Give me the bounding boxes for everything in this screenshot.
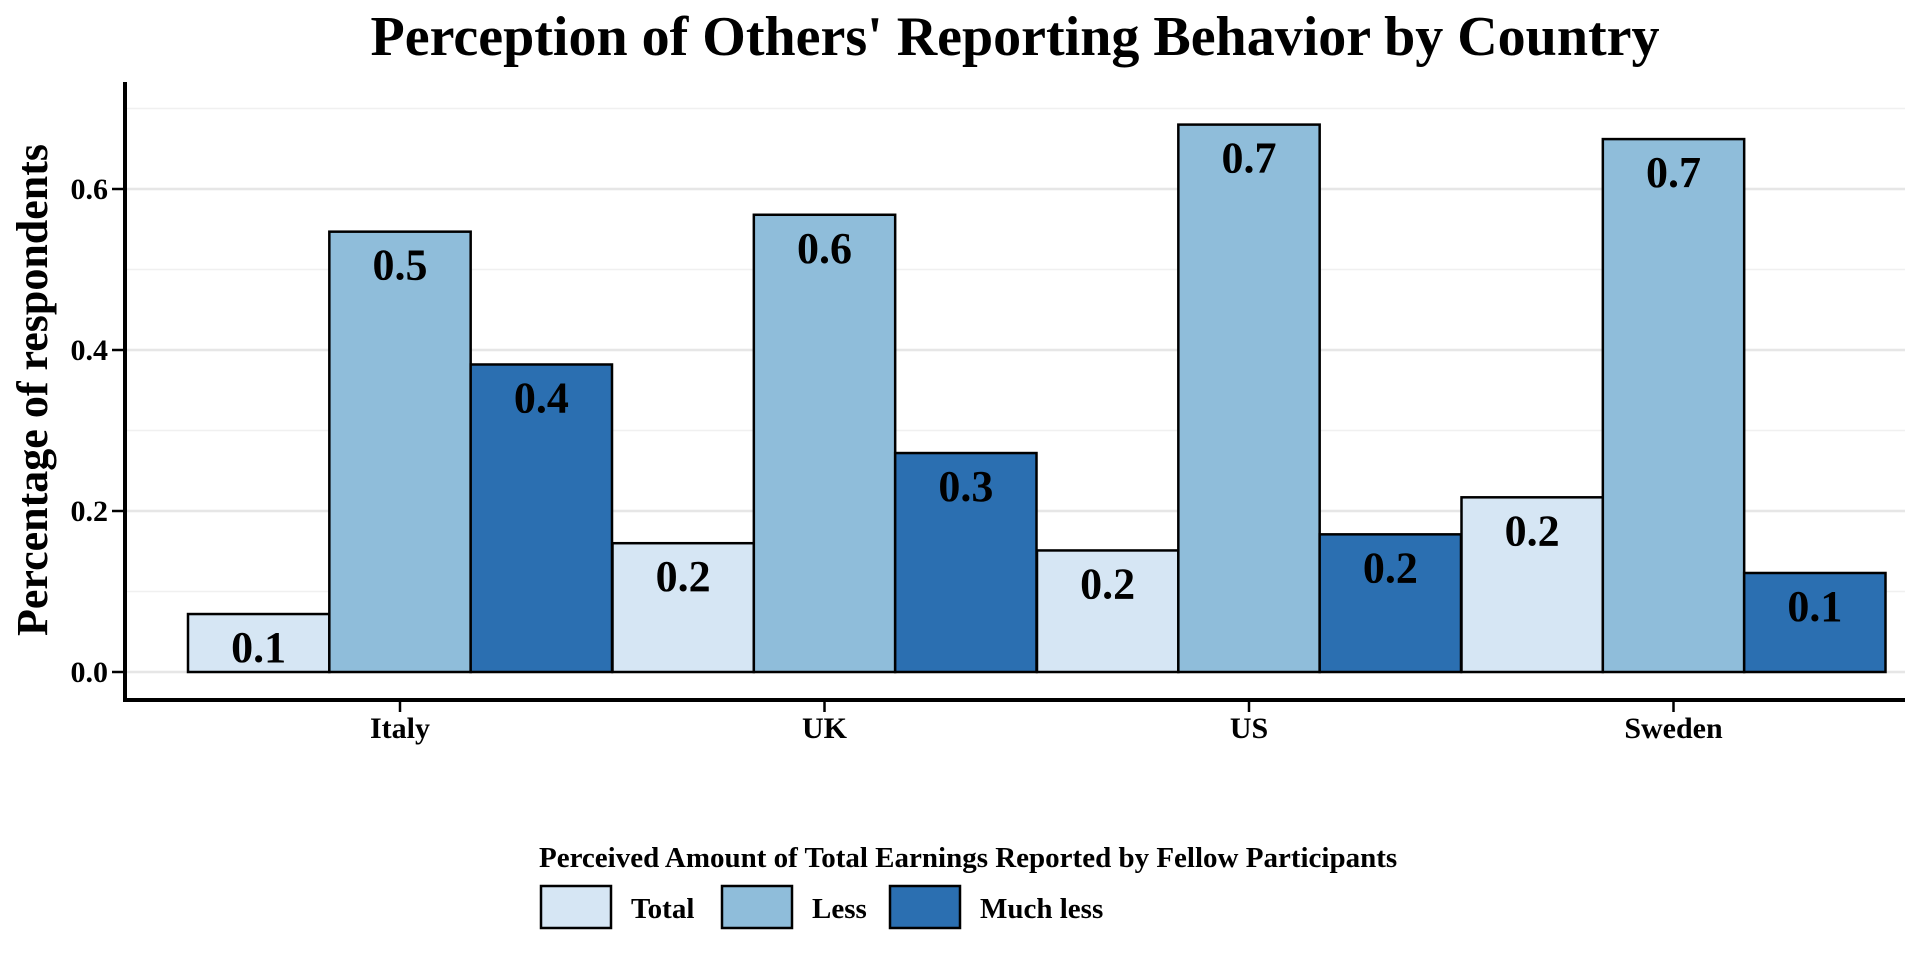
data-label: 0.2 — [656, 552, 711, 601]
data-label: 0.7 — [1646, 148, 1701, 197]
data-label: 0.1 — [1787, 582, 1842, 631]
legend-title: Perceived Amount of Total Earnings Repor… — [539, 842, 1397, 874]
x-tick-label: Italy — [370, 712, 430, 745]
bar-much-less-italy — [469, 363, 614, 674]
y-tick-label: 0.4 — [71, 334, 109, 367]
data-label: 0.2 — [1080, 559, 1135, 608]
x-tick-label: US — [1230, 712, 1268, 745]
y-tick-label: 0.6 — [71, 173, 109, 206]
y-tick-label: 0.2 — [71, 495, 109, 528]
y-axis-title: Percentage of respondents — [8, 144, 57, 636]
bar-less-italy — [328, 230, 472, 674]
axes — [123, 82, 1905, 702]
data-label: 0.2 — [1505, 506, 1560, 555]
bar-less-uk — [752, 213, 897, 674]
legend-label: Total — [631, 893, 694, 925]
bar-total-us — [1035, 549, 1180, 674]
legend-swatch — [888, 884, 962, 930]
data-labels: 0.1 0.5 0.4 0.2 0.6 0.3 0.2 0.7 0.2 0.2 0.7 0.1 — [231, 134, 1842, 672]
bar-less-us — [1177, 123, 1321, 674]
legend: Perceived Amount of Total Earnings Repor… — [539, 842, 1397, 930]
legend-swatch — [720, 884, 794, 930]
legend-label: Less — [812, 893, 867, 925]
legend-items: Total Less Much less — [539, 884, 1103, 930]
legend-label: Much less — [980, 893, 1103, 925]
data-label: 0.2 — [1363, 543, 1418, 592]
x-tick-label: Sweden — [1624, 712, 1723, 745]
bar-much-less-sweden — [1742, 571, 1887, 674]
data-label: 0.7 — [1222, 134, 1277, 183]
chart-title: Perception of Others' Reporting Behavior… — [371, 6, 1660, 68]
bars — [186, 123, 1887, 674]
bar-total-italy — [186, 612, 331, 674]
bar-much-less-us — [1318, 533, 1463, 674]
bar-total-sweden — [1460, 496, 1605, 674]
x-axis-ticks: Italy UK US Sweden — [370, 700, 1723, 745]
legend-swatch — [539, 884, 613, 930]
data-label: 0.5 — [373, 241, 428, 290]
data-label: 0.6 — [797, 224, 852, 273]
bar-less-sweden — [1601, 137, 1746, 674]
y-tick-label: 0.0 — [71, 656, 109, 689]
y-axis-ticks: 0.0 0.2 0.4 0.6 — [71, 173, 125, 689]
x-tick-label: UK — [802, 712, 848, 745]
bar-total-uk — [611, 541, 756, 674]
data-label: 0.4 — [514, 373, 569, 422]
data-label: 0.1 — [231, 623, 286, 672]
data-label: 0.3 — [938, 462, 993, 511]
bar-much-less-uk — [893, 451, 1038, 674]
